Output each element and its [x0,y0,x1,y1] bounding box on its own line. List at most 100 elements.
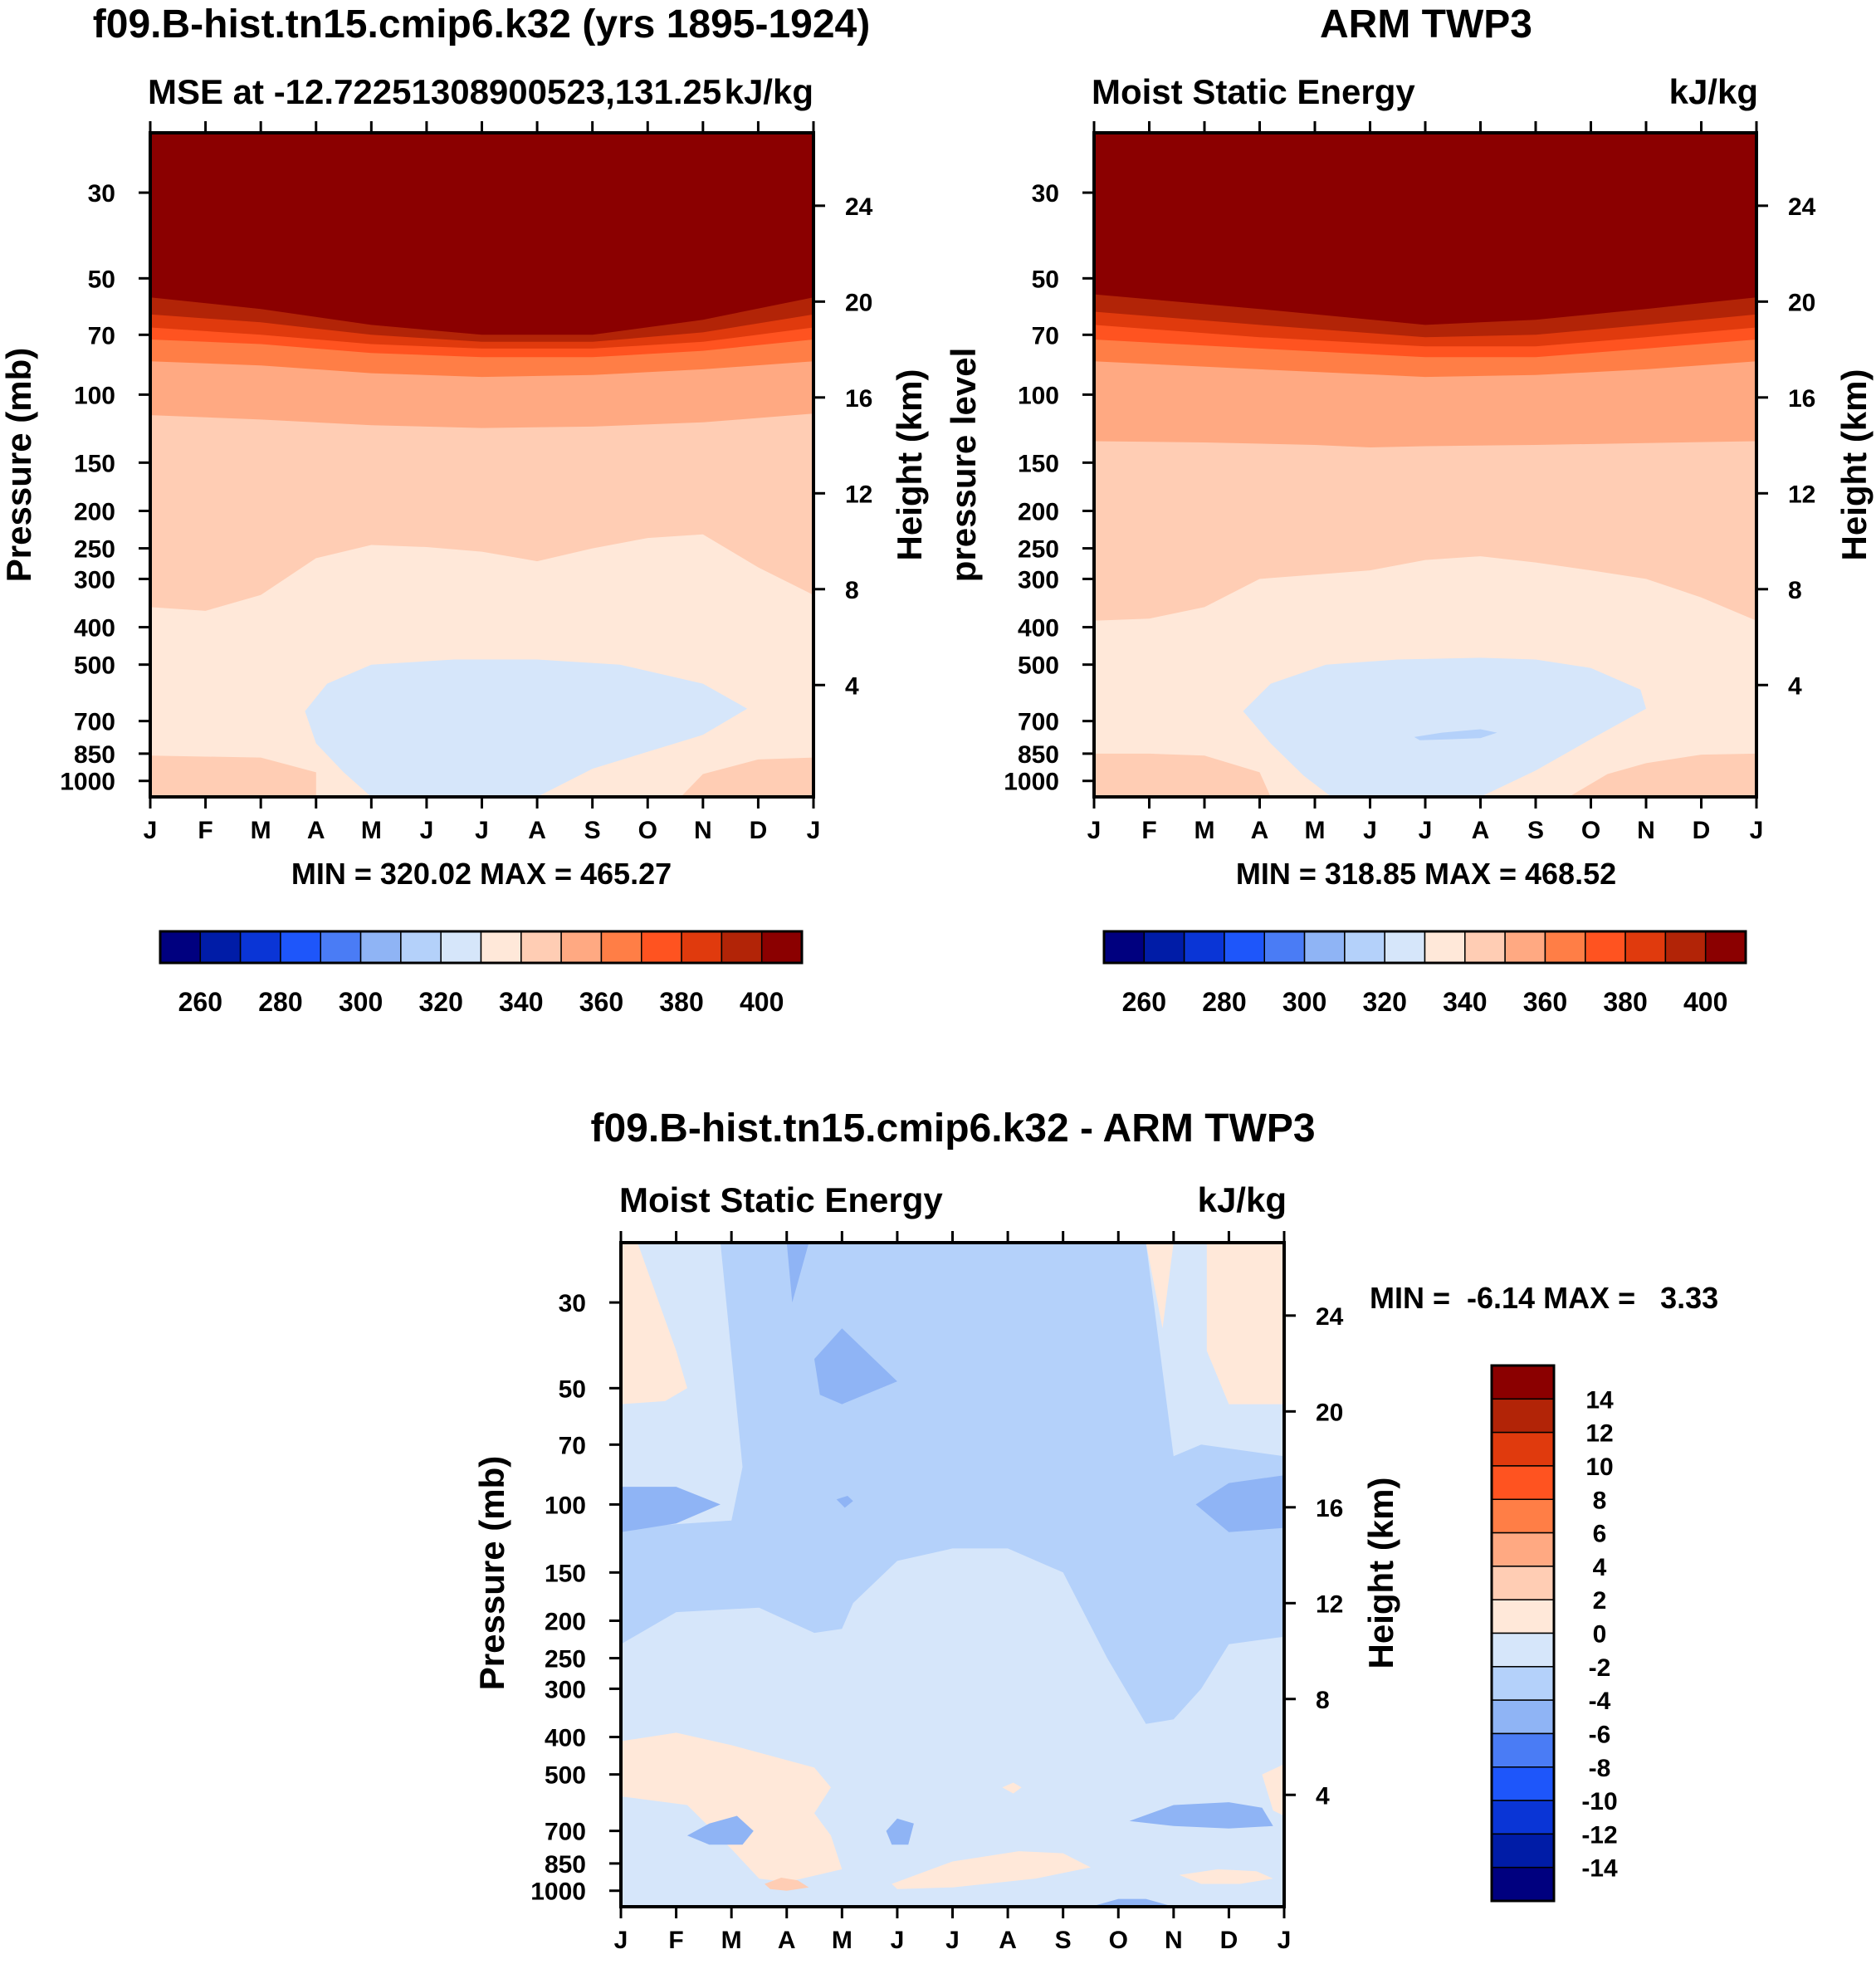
diff-colorbar-label: 4 [1593,1554,1607,1581]
model-height-axis-title: Height (km) [890,369,929,561]
diff-colorbar-swatch [1491,1833,1555,1869]
diff-contour-2-6 [621,1732,843,1883]
model-contour-fill [150,133,813,797]
obs-min-max-stats: MIN = 318.85 MAX = 468.52 [1236,857,1616,891]
diff-colorbar-label: -12 [1581,1821,1617,1849]
model-colorbar-swatch [600,931,642,964]
obs-x-tick-label: N [1637,817,1655,844]
obs-height-tick-label: 12 [1788,481,1815,508]
obs-height-tick-label: 16 [1788,385,1815,413]
obs-y-tick-label: 100 [1018,382,1059,409]
obs-height-tick-label: 4 [1788,672,1802,700]
model-colorbar-swatch [320,931,362,964]
obs-colorbar-swatch [1224,931,1265,964]
diff-colorbar-swatch [1491,1599,1555,1634]
diff-y-tick-label: 1000 [530,1879,586,1906]
diff-x-tick-label: O [1109,1927,1128,1954]
model-colorbar-label: 340 [499,987,543,1017]
diff-colorbar-label: -8 [1589,1755,1611,1782]
diff-contour-2-3 [621,1243,687,1405]
diff-contour-2-5 [1146,1243,1174,1329]
model-y-tick-label: 200 [74,498,115,525]
model-min-max-stats: MIN = 320.02 MAX = 465.27 [291,857,672,891]
diff-colorbar-swatch [1491,1866,1555,1902]
obs-contour-340-2 [1094,753,1271,797]
model-units-label: kJ/kg [725,72,813,111]
obs-y-tick-label: 250 [1018,536,1059,564]
diff-x-tick-label: N [1165,1927,1183,1954]
obs-y-tick-label: 150 [1018,450,1059,477]
diff-main-title: f09.B-hist.tn15.cmip6.k32 - ARM TWP3 [590,1107,1315,1151]
diff-min-max-stats: MIN = -6.14 MAX = 3.33 [1370,1281,1718,1315]
diff-x-tick-label: J [1278,1927,1292,1954]
diff-colorbar-label: 14 [1585,1386,1614,1414]
diff-colorbar-label: 6 [1593,1521,1607,1548]
model-y-tick-label: 70 [88,322,115,349]
obs-x-tick-label: M [1194,817,1215,844]
diff-colorbar-swatch [1491,1766,1555,1801]
model-colorbar-swatch [641,931,682,964]
diff-colorbar-label: 0 [1593,1621,1607,1649]
obs-height-axis-title: Height (km) [1834,369,1874,561]
model-height-tick-label: 24 [845,193,873,221]
diff-x-tick-label: M [832,1927,853,1954]
diff-x-tick-label: J [891,1927,905,1954]
obs-colorbar-swatch [1544,931,1586,964]
model-colorbar-swatch [280,931,321,964]
model-x-tick-label: A [528,817,546,844]
obs-colorbar: 260 280 300 320 340 360 380 400 [1102,930,1747,1017]
obs-main-title: ARM TWP3 [1320,2,1532,46]
obs-colorbar-swatch [1384,931,1426,964]
obs-colorbar-swatch [1704,931,1747,964]
diff-x-tick-label: A [999,1927,1017,1954]
model-y-tick-label: 700 [74,709,115,736]
model-colorbar-swatch [760,931,803,964]
model-x-tick-label: J [807,817,821,844]
obs-y-tick-label: 700 [1018,709,1059,736]
diff-contour-2-4 [1206,1243,1284,1405]
diff-height-tick-label: 20 [1316,1399,1343,1426]
obs-colorbar-swatch [1103,931,1146,964]
obs-x-tick-label: M [1305,817,1326,844]
obs-pressure-axis-title: pressure level [944,348,983,583]
model-left-subtitle: MSE at -12.72251308900523,131.25 [148,72,721,111]
model-pressure-axis-title: Pressure (mb) [0,348,38,582]
obs-colorbar-label: 340 [1443,987,1487,1017]
model-colorbar-swatch [520,931,562,964]
model-x-tick-label: M [361,817,382,844]
diff-y-tick-label: 30 [559,1290,586,1317]
diff-contour--4-18 [886,1818,914,1845]
model-x-tick-label: F [198,817,213,844]
obs-y-tick-label: 50 [1032,266,1059,293]
obs-colorbar-swatch [1424,931,1466,964]
model-x-tick-label: J [475,817,489,844]
obs-y-tick-label: 70 [1032,322,1059,349]
model-colorbar: 260 280 300 320 340 360 380 400 [159,930,804,1017]
diff-colorbar-label: 2 [1593,1587,1607,1615]
obs-left-subtitle: Moist Static Energy [1092,72,1415,111]
diff-colorbar-label: -10 [1581,1788,1617,1815]
diff-contour-2-8 [1179,1869,1273,1884]
model-height-tick-label: 12 [845,481,872,508]
obs-colorbar-label: 400 [1683,987,1727,1017]
diff-contour-4-11 [765,1878,809,1891]
diff-colorbar: 14 12 10 8 6 4 2 0 -2 -4 -6 -8 -10 -12 -14 [1490,1364,1618,1903]
obs-colorbar-swatch [1344,931,1385,964]
model-colorbar-swatch [480,931,522,964]
obs-panel: ARM TWP3 Moist Static Energy kJ/kg press… [944,2,1874,1017]
diff-colorbar-swatch [1491,1666,1555,1701]
diff-contour--4-14 [814,1328,897,1405]
model-colorbar-swatch [239,931,281,964]
model-colorbar-label: 260 [178,987,222,1017]
model-colorbar-label: 360 [579,987,623,1017]
model-x-tick-label: S [584,817,601,844]
diff-colorbar-swatch [1491,1465,1555,1500]
obs-x-tick-label: J [1363,817,1377,844]
model-colorbar-label: 280 [258,987,302,1017]
obs-colorbar-swatch [1183,931,1225,964]
model-y-tick-label: 100 [74,382,115,409]
model-x-tick-label: J [144,817,158,844]
